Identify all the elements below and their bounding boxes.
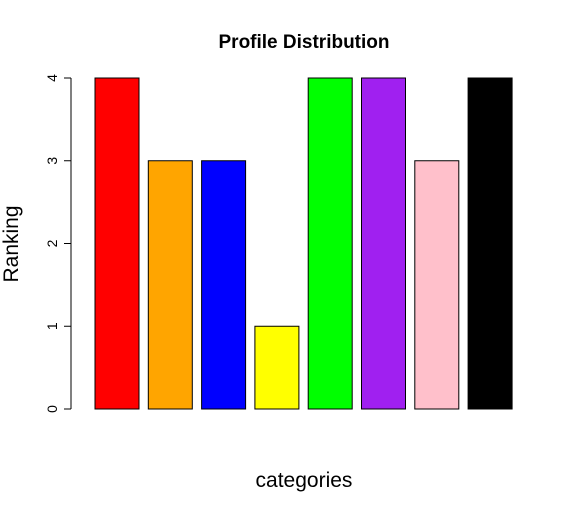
y-tick-label: 0 <box>44 405 60 413</box>
y-tick-label: 4 <box>44 74 60 82</box>
bar-2 <box>147 160 193 410</box>
bar-5 <box>307 77 353 410</box>
bar-3 <box>201 160 247 410</box>
bar-7 <box>414 160 460 410</box>
chart-title: Profile Distribution <box>219 32 390 53</box>
y-tick-label: 3 <box>44 157 60 165</box>
x-axis-label: categories <box>256 469 353 492</box>
bar-1 <box>94 77 140 410</box>
y-axis: 0 1 2 3 4 <box>44 74 72 413</box>
y-tick-label: 1 <box>44 322 60 330</box>
bar-8 <box>467 77 513 410</box>
y-axis-label: Ranking <box>0 205 23 282</box>
bar-4 <box>254 325 300 410</box>
y-tick-label: 2 <box>44 239 60 247</box>
bars-group <box>94 77 513 410</box>
bar-6 <box>361 77 406 410</box>
